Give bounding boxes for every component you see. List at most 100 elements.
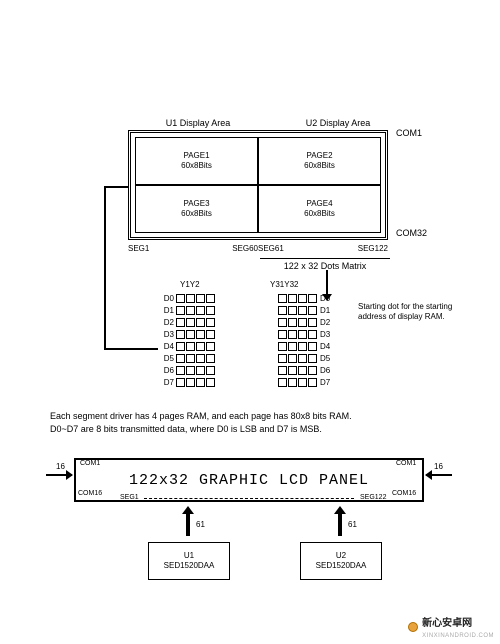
page3-cell: PAGE3 60x8Bits [135,185,258,233]
bit-table-right: D0D1D2D3D4D5D6D7 [278,292,336,388]
body-line-2: D0~D7 are 8 bits transmitted data, where… [50,423,450,436]
bit-square [278,378,287,387]
page2-title: PAGE2 [306,151,332,161]
y-left: Y1Y2 [180,280,270,289]
panel-seg122: SEG122 [360,494,386,501]
bit-square [308,366,317,375]
u2-61: 61 [348,520,357,529]
bit-square [196,378,205,387]
bit-square [206,318,215,327]
bit-square [278,294,287,303]
com32-label: COM32 [396,228,427,238]
bit-square [206,330,215,339]
bit-square [298,342,307,351]
bit-squares [278,306,318,315]
bit-square [186,342,195,351]
bit-row: D1 [158,304,216,316]
page3-sub: 60x8Bits [181,209,212,219]
u2-label: U2 Display Area [268,118,408,128]
bit-table-area: Y1Y2 Y31Y32 D0D1D2D3D4D5D6D7 D0D1D2D3D4D… [0,290,500,420]
bit-row-label: D0 [318,294,336,303]
watermark-icon [408,622,418,632]
bit-square [196,354,205,363]
bit-squares [278,318,318,327]
bit-square [308,354,317,363]
bit-row: D3 [158,328,216,340]
bit-squares [176,318,216,327]
bit-square [206,294,215,303]
bit-squares [278,354,318,363]
bit-square [308,306,317,315]
bit-squares [176,342,216,351]
bit-squares [176,378,216,387]
bit-square [298,318,307,327]
bit-square [308,342,317,351]
seg-labels: SEG1 SEG60 SEG61 SEG122 [128,244,388,253]
u2-box: U2 SED1520DAA [300,542,382,580]
bit-row: D3 [278,328,336,340]
bit-row: D0 [158,292,216,304]
bit-row: D4 [158,340,216,352]
bit-square [298,294,307,303]
bit-square [308,378,317,387]
seg1-label: SEG1 [128,244,193,253]
bit-square [176,354,185,363]
bit-square [176,366,185,375]
bit-row: D7 [278,376,336,388]
bit-square [206,306,215,315]
page3-title: PAGE3 [183,199,209,209]
bit-squares [176,306,216,315]
u1-61: 61 [196,520,205,529]
bit-square [196,366,205,375]
page1-cell: PAGE1 60x8Bits [135,137,258,185]
bit-squares [176,366,216,375]
bit-square [186,330,195,339]
bit-square [176,318,185,327]
display-area-labels: U1 Display Area U2 Display Area [128,118,408,128]
arrow-up-icon [334,506,346,536]
bit-squares [278,294,318,303]
bit-row: D5 [158,352,216,364]
bit-square [288,366,297,375]
body-line-1: Each segment driver has 4 pages RAM, and… [50,410,450,423]
bit-table-left: D0D1D2D3D4D5D6D7 [158,292,216,388]
bit-square [176,294,185,303]
page4-sub: 60x8Bits [304,209,335,219]
bit-square [288,306,297,315]
bit-square [186,366,195,375]
dot-matrix-label: 122 x 32 Dots Matrix [260,258,390,271]
bit-square [308,294,317,303]
bit-square [298,354,307,363]
bit-square [206,366,215,375]
bit-row-label: D4 [318,342,336,351]
bit-square [176,330,185,339]
y-right: Y31Y32 [270,280,298,289]
panel-com1-right: COM1 [396,460,416,467]
bit-row: D0 [278,292,336,304]
bit-square [206,342,215,351]
bit-square [196,342,205,351]
bit-square [298,378,307,387]
u2-name: U2 [336,551,346,561]
bit-row: D7 [158,376,216,388]
bit-square [278,342,287,351]
connector-line [104,186,128,188]
bit-row: D5 [278,352,336,364]
arrow-left-icon [46,474,72,476]
panel-com1-left: COM1 [80,460,100,467]
bit-row-label: D3 [158,330,176,339]
bit-square [278,306,287,315]
watermark-cn: 新心安卓网 [422,618,472,629]
bit-squares [278,378,318,387]
bit-square [196,306,205,315]
bit-row: D2 [278,316,336,328]
arrow-right-icon [426,474,452,476]
bit-square [206,354,215,363]
bit-square [308,318,317,327]
bit-square [176,378,185,387]
bit-squares [176,354,216,363]
bit-row-label: D7 [158,378,176,387]
page1-sub: 60x8Bits [181,161,212,171]
bit-square [298,366,307,375]
page4-title: PAGE4 [306,199,332,209]
